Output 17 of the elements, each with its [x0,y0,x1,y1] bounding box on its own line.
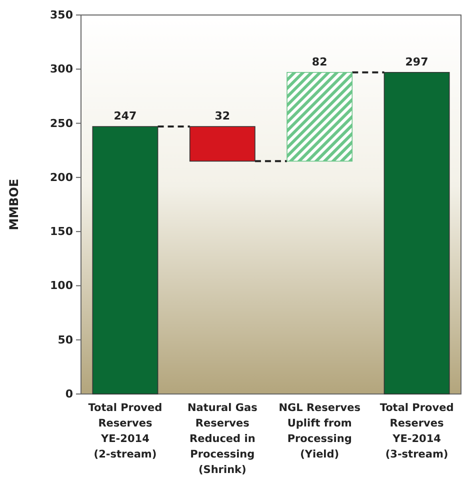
x-tick-label: Natural Gas Reserves Reduced in Processing (Shrink) [187,402,258,476]
y-tick-label: 350 [50,8,74,22]
y-tick-label: 200 [50,170,74,184]
x-tick-label: Total Proved Reserves YE-2014 (2-stream) [88,402,162,460]
y-tick-label: 100 [50,279,74,292]
x-tick-label: Total Proved Reserves YE-2014 (3-stream) [380,402,454,460]
y-axis-title: MMBOE [7,178,21,230]
y-tick-label: 0 [65,388,74,401]
data-label: 32 [214,110,230,123]
y-tick-label: 50 [58,333,74,346]
data-label: 247 [114,110,137,123]
data-label: 297 [405,55,428,68]
y-tick-label: 300 [50,62,74,76]
x-tick-label: NGL Reserves Uplift from Processing (Yield) [278,402,360,460]
y-tick-label: 250 [50,116,74,130]
data-label: 82 [312,55,328,68]
y-tick-label: 150 [50,225,74,238]
